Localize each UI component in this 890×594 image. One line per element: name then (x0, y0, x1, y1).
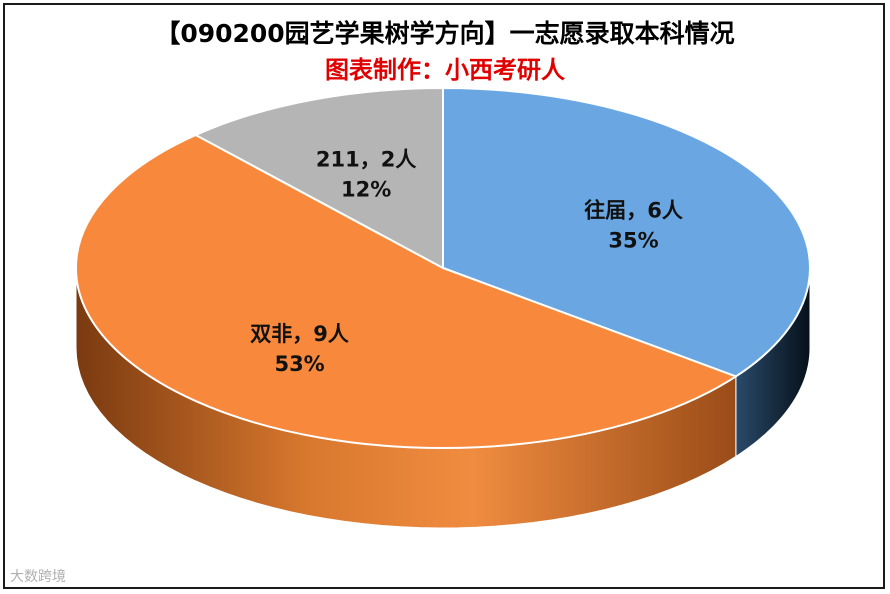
percent-label-211: 12% (341, 178, 391, 202)
percent-label-往届: 35% (608, 228, 658, 252)
data-label-往届: 往届，6人 (584, 198, 683, 222)
data-label-211: 211，2人 (316, 148, 416, 172)
pie-slice-双非 (74, 133, 737, 449)
chart-subtitle: 图表制作：小西考研人 (325, 56, 565, 84)
chart-frame (3, 3, 885, 589)
chart-title: 【090200园艺学果树学方向】一志愿录取本科情况 (155, 19, 735, 48)
data-label-双非: 双非，9人 (250, 322, 349, 346)
pie-slice-往届 (442, 87, 811, 378)
watermark-text: 大数跨境 (10, 569, 66, 585)
percent-label-双非: 53% (274, 352, 324, 376)
pie-slice-211 (194, 87, 444, 269)
